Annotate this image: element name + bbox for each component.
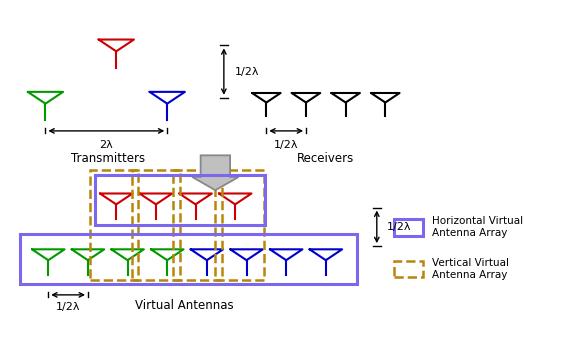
Text: Transmitters: Transmitters <box>71 152 145 165</box>
Text: Receivers: Receivers <box>297 152 354 165</box>
Text: 2λ: 2λ <box>99 140 113 150</box>
Bar <box>394 261 423 277</box>
Text: Vertical Virtual
Antenna Array: Vertical Virtual Antenna Array <box>432 258 509 280</box>
Bar <box>173 170 221 280</box>
Bar <box>216 170 264 280</box>
Bar <box>90 170 138 280</box>
Text: 1/2λ: 1/2λ <box>387 222 411 232</box>
Bar <box>132 170 180 280</box>
FancyArrow shape <box>192 155 239 190</box>
Text: 1/2λ: 1/2λ <box>235 67 260 77</box>
Bar <box>95 174 265 225</box>
Bar <box>20 234 357 284</box>
Text: Virtual Antennas: Virtual Antennas <box>135 299 234 312</box>
Text: Horizontal Virtual
Antenna Array: Horizontal Virtual Antenna Array <box>432 216 523 239</box>
Bar <box>394 219 423 236</box>
Text: 1/2λ: 1/2λ <box>274 140 298 150</box>
Text: 1/2λ: 1/2λ <box>56 302 80 312</box>
